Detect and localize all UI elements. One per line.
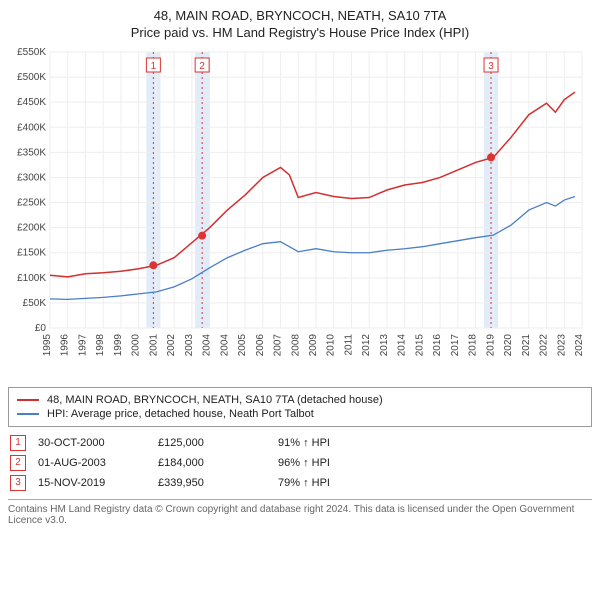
svg-text:2018: 2018 (468, 333, 479, 356)
transaction-price: £184,000 (158, 457, 278, 469)
svg-text:2015: 2015 (414, 333, 425, 356)
svg-text:£100K: £100K (17, 273, 46, 284)
svg-text:2020: 2020 (503, 333, 514, 356)
svg-text:£250K: £250K (17, 197, 46, 208)
svg-text:£400K: £400K (17, 122, 46, 133)
svg-text:2011: 2011 (343, 333, 354, 355)
transaction-row: 3 15-NOV-2019£339,95079% ↑ HPI (8, 475, 592, 491)
transaction-date: 01-AUG-2003 (38, 457, 158, 469)
svg-text:2004: 2004 (202, 333, 213, 356)
svg-text:1: 1 (151, 61, 157, 72)
legend-swatch (17, 413, 39, 415)
svg-text:1996: 1996 (60, 333, 71, 356)
transaction-date: 15-NOV-2019 (38, 477, 158, 489)
svg-text:£450K: £450K (17, 97, 46, 108)
footnote: Contains HM Land Registry data © Crown c… (8, 499, 592, 526)
transaction-table: 1 30-OCT-2000£125,00091% ↑ HPI 2 01-AUG-200… (8, 435, 592, 491)
svg-text:1999: 1999 (113, 333, 124, 356)
svg-text:1998: 1998 (95, 333, 106, 356)
svg-text:£300K: £300K (17, 172, 46, 183)
chart-title: 48, MAIN ROAD, BRYNCOCH, NEATH, SA10 7TA… (8, 8, 592, 42)
legend-row: 48, MAIN ROAD, BRYNCOCH, NEATH, SA10 7TA… (17, 394, 583, 406)
transaction-marker: 2 (10, 455, 26, 471)
svg-text:2019: 2019 (485, 333, 496, 356)
svg-text:1995: 1995 (42, 333, 53, 356)
svg-text:2000: 2000 (131, 333, 142, 356)
svg-text:2013: 2013 (379, 333, 390, 356)
transaction-hpi: 79% ↑ HPI (278, 477, 398, 489)
svg-text:2004: 2004 (219, 333, 230, 356)
legend-label: 48, MAIN ROAD, BRYNCOCH, NEATH, SA10 7TA… (47, 394, 383, 406)
transaction-hpi: 91% ↑ HPI (278, 437, 398, 449)
svg-text:2002: 2002 (166, 333, 177, 356)
legend-label: HPI: Average price, detached house, Neat… (47, 408, 314, 420)
svg-text:2022: 2022 (539, 333, 550, 356)
svg-text:2009: 2009 (308, 333, 319, 356)
svg-text:2007: 2007 (273, 333, 284, 356)
svg-text:2003: 2003 (184, 333, 195, 356)
transaction-price: £339,950 (158, 477, 278, 489)
svg-text:3: 3 (488, 61, 494, 72)
svg-text:2023: 2023 (556, 333, 567, 356)
svg-text:£550K: £550K (17, 47, 46, 58)
svg-text:£350K: £350K (17, 147, 46, 158)
svg-text:2: 2 (199, 61, 205, 72)
transaction-hpi: 96% ↑ HPI (278, 457, 398, 469)
svg-text:2016: 2016 (432, 333, 443, 356)
svg-text:£500K: £500K (17, 72, 46, 83)
chart-area: £0 £50K £100K £150K £200K £250K £300K £350K £400… (8, 46, 592, 381)
svg-text:£200K: £200K (17, 222, 46, 233)
legend: 48, MAIN ROAD, BRYNCOCH, NEATH, SA10 7TA… (8, 387, 592, 427)
svg-text:1997: 1997 (77, 333, 88, 356)
svg-text:2006: 2006 (255, 333, 266, 356)
line-chart-svg: £0 £50K £100K £150K £200K £250K £300K £350K £400… (8, 46, 592, 376)
transaction-marker: 3 (10, 475, 26, 491)
transaction-date: 30-OCT-2000 (38, 437, 158, 449)
svg-text:2012: 2012 (361, 333, 372, 356)
svg-text:£150K: £150K (17, 248, 46, 259)
transaction-price: £125,000 (158, 437, 278, 449)
svg-text:2021: 2021 (521, 333, 532, 356)
svg-text:£0: £0 (35, 323, 47, 334)
svg-text:2017: 2017 (450, 333, 461, 356)
svg-text:£50K: £50K (23, 298, 47, 309)
transaction-row: 2 01-AUG-2003£184,00096% ↑ HPI (8, 455, 592, 471)
svg-text:2005: 2005 (237, 333, 248, 356)
title-line2: Price paid vs. HM Land Registry's House … (8, 25, 592, 42)
legend-row: HPI: Average price, detached house, Neat… (17, 408, 583, 420)
transaction-marker: 1 (10, 435, 26, 451)
svg-text:2014: 2014 (397, 333, 408, 356)
legend-swatch (17, 399, 39, 401)
svg-text:2001: 2001 (148, 333, 159, 356)
svg-text:2010: 2010 (326, 333, 337, 356)
svg-text:2024: 2024 (574, 333, 585, 356)
title-line1: 48, MAIN ROAD, BRYNCOCH, NEATH, SA10 7TA (8, 8, 592, 25)
svg-text:2008: 2008 (290, 333, 301, 356)
transaction-row: 1 30-OCT-2000£125,00091% ↑ HPI (8, 435, 592, 451)
